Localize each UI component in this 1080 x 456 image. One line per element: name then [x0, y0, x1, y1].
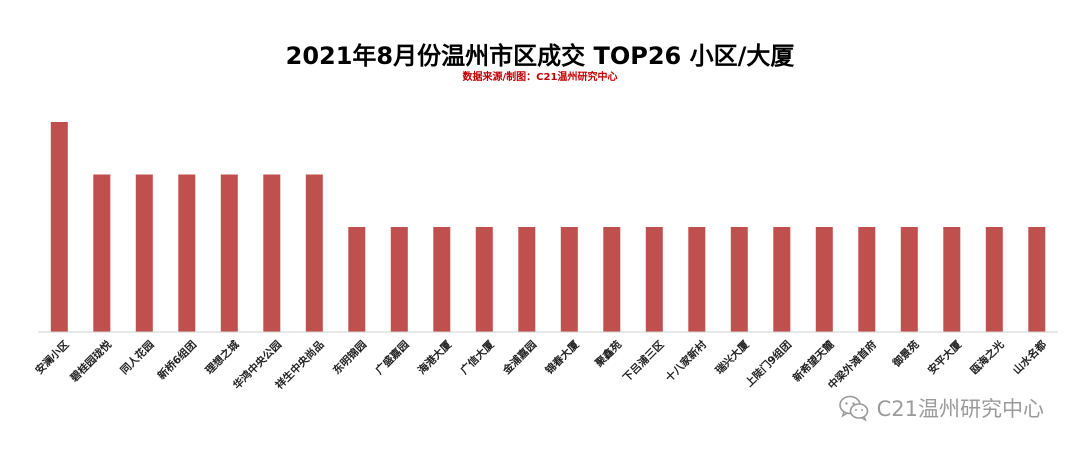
- bar-6: [263, 174, 281, 332]
- wechat-icon: [838, 395, 868, 421]
- bar-9: [390, 227, 408, 332]
- x-tick-label-3: 同人花园: [118, 338, 157, 377]
- x-tick-label-18: 上陡门9组团: [743, 338, 794, 389]
- chart-subtitle: 数据来源/制图：C21温州研究中心: [462, 72, 618, 83]
- x-tick-label-22: 安平大厦: [925, 338, 964, 377]
- bar-1: [50, 122, 68, 332]
- x-tick-label-11: 广信大厦: [458, 338, 497, 377]
- chart-title: 2021年8月份温州市区成交 TOP26 小区/大厦: [285, 42, 795, 70]
- x-tick-label-14: 聚鑫苑: [592, 338, 625, 371]
- bar-11: [475, 227, 493, 332]
- bar-4: [178, 174, 196, 332]
- bar-8: [348, 227, 366, 332]
- x-tick-label-10: 海港大厦: [415, 338, 454, 377]
- bar-23: [985, 227, 1003, 332]
- x-tick-label-19: 新希望天麓: [790, 338, 837, 385]
- x-tick-label-1: 安澜小区: [33, 338, 72, 377]
- x-tick-label-17: 瑞兴大厦: [713, 338, 752, 377]
- x-tick-label-8: 东明锦园: [330, 338, 369, 377]
- x-tick-label-15: 下吕浦三区: [620, 338, 667, 385]
- x-tick-label-9: 广盛嘉园: [373, 338, 412, 377]
- bar-10: [433, 227, 451, 332]
- bar-12: [518, 227, 536, 332]
- x-tick-label-12: 金浦嘉园: [499, 338, 539, 378]
- x-tick-label-21: 御景苑: [889, 338, 922, 371]
- bar-21: [900, 227, 918, 332]
- bar-19: [815, 227, 833, 332]
- bar-17: [730, 227, 748, 332]
- x-tick-label-2: 碧桂园珑悦: [67, 338, 114, 385]
- x-tick-label-4: 新桥6组团: [155, 338, 199, 382]
- bar-14: [603, 227, 621, 332]
- bar-16: [688, 227, 706, 332]
- bar-15: [645, 227, 663, 332]
- bars-group: [50, 122, 1046, 332]
- watermark-text: C21温州研究中心: [876, 397, 1044, 421]
- bar-20: [858, 227, 876, 332]
- bar-24: [1028, 227, 1046, 332]
- x-tick-label-16: 十八家新村: [663, 338, 710, 385]
- bar-22: [943, 227, 961, 332]
- bar-5: [220, 174, 238, 332]
- bar-18: [773, 227, 791, 332]
- bar-3: [135, 174, 153, 332]
- watermark: C21温州研究中心: [838, 393, 1044, 423]
- bar-2: [93, 174, 111, 332]
- x-tick-label-23: 瓯海之光: [968, 338, 1007, 377]
- x-tick-label-24: 山水名都: [1010, 338, 1049, 377]
- x-tick-label-13: 锦春大厦: [543, 338, 582, 377]
- bar-13: [560, 227, 578, 332]
- x-tick-label-5: 理想之城: [203, 338, 242, 377]
- bar-7: [305, 174, 323, 332]
